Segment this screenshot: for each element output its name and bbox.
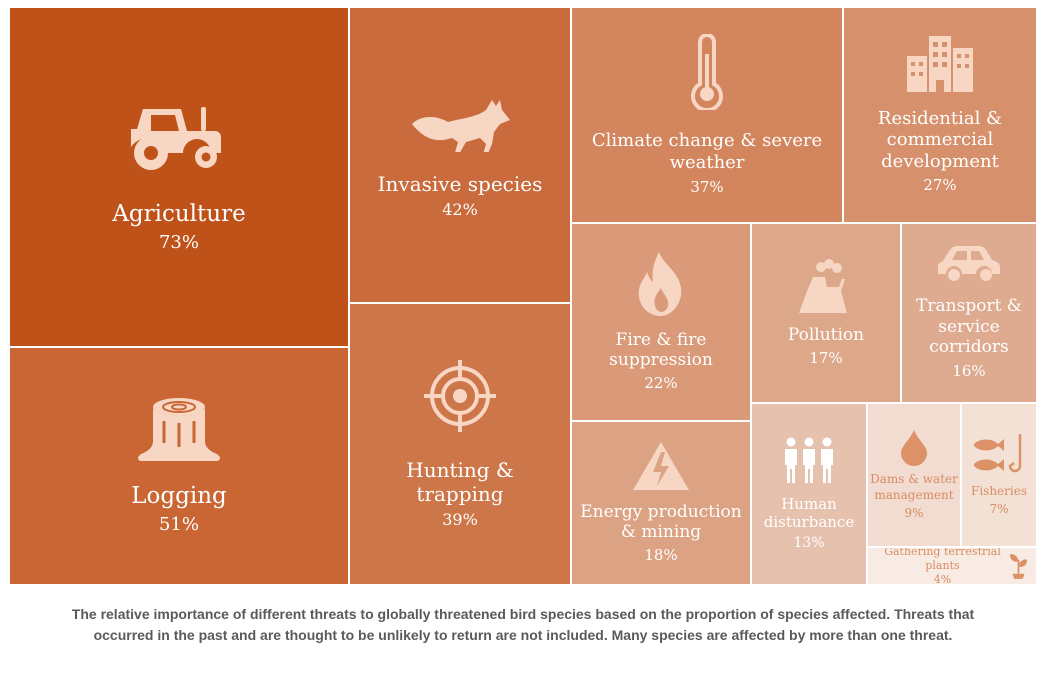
tile-label: Climate change & severe weather: [591, 130, 823, 173]
factory-icon: [799, 258, 847, 313]
tile-value: 22%: [644, 374, 678, 393]
tile-label: Fire & fire suppression: [609, 329, 713, 370]
warning-icon: [633, 441, 689, 490]
tile-agriculture: Agriculture 73%: [8, 6, 350, 348]
tile-residential: Residential & commercial development 27%: [842, 6, 1038, 224]
tile-hunting-trapping: Hunting & trapping 39%: [348, 302, 572, 586]
tile-label: Hunting & trapping: [406, 457, 514, 506]
tile-value: 13%: [793, 535, 825, 551]
thermometer-icon: [691, 34, 723, 111]
tile-value: 16%: [952, 361, 986, 380]
car-icon: [938, 246, 1000, 282]
tile-value: 37%: [690, 177, 724, 196]
tile-value: 17%: [809, 349, 843, 368]
figure-caption: The relative importance of different thr…: [71, 606, 975, 643]
crosshair-icon: [424, 359, 496, 432]
fox-icon: [412, 99, 510, 152]
tile-label-group: Gathering terrestrial plants 4%: [876, 546, 1009, 586]
tile-label: Residential & commercial development: [877, 107, 1003, 172]
tile-value: 51%: [158, 514, 199, 536]
tile-label: Dams & water management: [870, 472, 958, 502]
tile-label: Agriculture: [112, 200, 246, 227]
flame-icon: [638, 251, 682, 316]
tile-label: Fisheries: [971, 484, 1027, 499]
tractor-icon: [131, 106, 221, 170]
tile-value: 9%: [904, 505, 924, 520]
tile-label: Gathering terrestrial plants: [884, 546, 1001, 572]
tile-human-disturbance: Human disturbance 13%: [750, 402, 868, 586]
tile-label: Energy production & mining: [580, 501, 742, 542]
tile-label: Transport & service corridors: [916, 296, 1022, 358]
tile-label: Human disturbance: [763, 495, 855, 531]
tree-stump-icon: [138, 397, 220, 461]
tile-value: 73%: [158, 232, 199, 254]
tile-energy-mining: Energy production & mining 18%: [570, 420, 752, 586]
tile-fisheries: Fisheries 7%: [960, 402, 1038, 548]
buildings-icon: [907, 35, 973, 92]
tile-fire: Fire & fire suppression 22%: [570, 222, 752, 422]
people-icon: [785, 437, 833, 483]
tile-logging: Logging 51%: [8, 346, 350, 586]
tile-label: Invasive species: [377, 171, 543, 196]
tile-label: Pollution: [787, 324, 865, 345]
tile-value: 39%: [442, 509, 478, 529]
tile-value: 27%: [923, 176, 957, 195]
tile-value: 7%: [989, 501, 1009, 516]
water-drop-icon: [901, 430, 927, 467]
sprout-icon: [1009, 554, 1028, 579]
tile-gathering-plants: Gathering terrestrial plants 4%: [866, 546, 1038, 586]
tile-label: Logging: [131, 482, 227, 509]
tile-value: 42%: [442, 199, 478, 219]
tile-invasive-species: Invasive species 42%: [348, 6, 572, 304]
tile-value: 4%: [933, 573, 952, 586]
tile-pollution: Pollution 17%: [750, 222, 902, 404]
tile-climate-change: Climate change & severe weather 37%: [570, 6, 844, 224]
tile-dams: Dams & water management 9%: [866, 402, 962, 548]
fish-hook-icon: [974, 434, 1022, 473]
tile-value: 18%: [644, 546, 678, 565]
treemap-chart: Agriculture 73% Logging 51% Invasive spe…: [8, 6, 1038, 586]
tile-transport: Transport & service corridors 16%: [900, 222, 1038, 404]
